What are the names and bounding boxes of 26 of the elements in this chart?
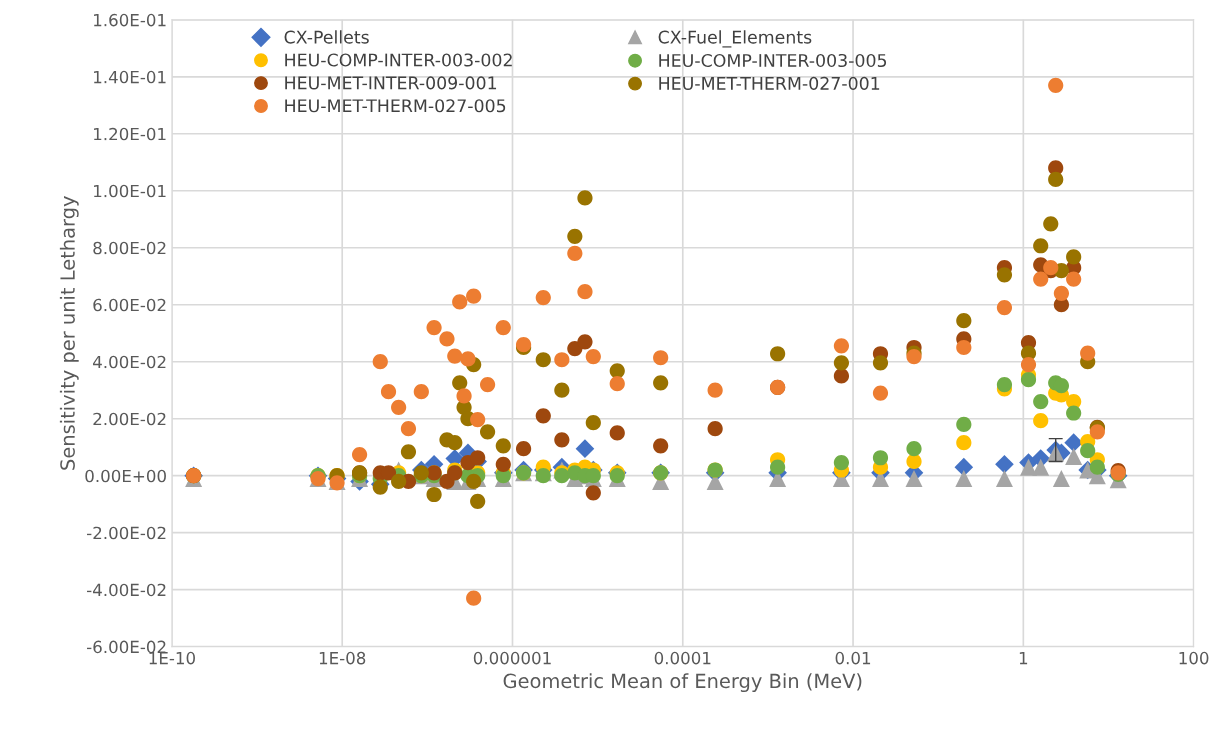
y-tick-label: 1.00E-01 <box>94 184 166 198</box>
legend-label: HEU-MET-THERM-027-005 <box>285 99 506 113</box>
y-tick-label: 1.60E-01 <box>94 13 166 27</box>
x-axis-title: Geometric Mean of Energy Bin (MeV) <box>503 673 862 693</box>
x-tick-label: 0.01 <box>835 651 871 665</box>
x-tick-label: 0.000001 <box>473 651 551 665</box>
y-tick-label: 0.00E+00 <box>85 469 166 483</box>
y-tick-label: 2.00E-02 <box>93 412 166 426</box>
y-tick-label: 1.40E-01 <box>94 70 166 84</box>
y-tick-label: 8.00E-02 <box>93 241 166 255</box>
x-tick-label: 1E-08 <box>319 651 366 665</box>
y-tick-label: -2.00E-02 <box>87 526 166 540</box>
legend-label: HEU-MET-THERM-027-001 <box>659 76 880 90</box>
y-tick-label: 6.00E-02 <box>93 298 166 312</box>
legend-label: CX-Pellets <box>284 30 369 44</box>
y-tick-label: -4.00E-02 <box>87 583 166 597</box>
legend-label: CX-Fuel_Elements <box>658 30 812 48</box>
x-tick-label: 1 <box>1019 652 1028 665</box>
legend-label: HEU-COMP-INTER-003-005 <box>659 53 887 68</box>
y-tick-label: 4.00E-02 <box>93 355 166 369</box>
y-axis-title: Sensitivity per unit Lethargy <box>59 196 79 470</box>
x-tick-label: 100 <box>1179 651 1209 665</box>
x-tick-label: 0.0001 <box>654 651 711 665</box>
legend-label: HEU-COMP-INTER-003-002 <box>285 53 512 67</box>
legend-label: HEU-MET-INTER-009-001 <box>285 76 497 90</box>
y-tick-label: 1.20E-01 <box>94 127 166 141</box>
